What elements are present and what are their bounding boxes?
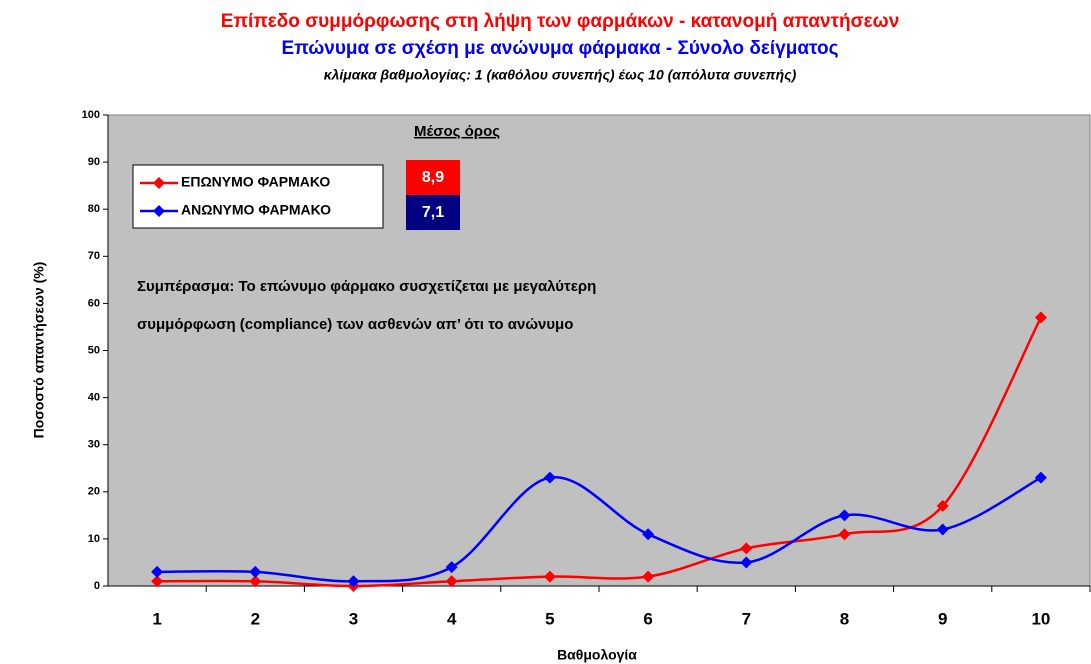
x-tick-label: 3	[349, 609, 358, 628]
mean-box	[406, 160, 460, 195]
x-axis-title: Βαθμολογία	[557, 647, 637, 663]
data-point	[543, 471, 556, 484]
annotation: συμμόρφωση (compliance) των ασθενών απ’ …	[137, 316, 573, 333]
x-tick-label: 7	[742, 609, 751, 628]
data-point	[1034, 471, 1047, 484]
legend-box	[132, 164, 384, 229]
data-point	[838, 509, 851, 522]
y-axis-title: Ποσοστό απαντήσεων (%)	[31, 262, 47, 439]
mean-label: 8,9	[422, 169, 444, 186]
y-tick-label: 50	[88, 344, 100, 356]
y-tick-label: 60	[88, 297, 100, 309]
legend-marker	[153, 205, 165, 217]
data-point	[642, 570, 655, 583]
chart-note: κλίμακα βαθμολογίας: 1 (καθόλου συνεπής)…	[324, 67, 797, 83]
data-point	[936, 499, 949, 512]
data-point	[249, 565, 262, 578]
mean-title: Μέσος όρος	[414, 123, 500, 140]
data-point	[151, 575, 164, 588]
data-point	[936, 523, 949, 536]
y-tick-label: 90	[88, 156, 100, 168]
data-point	[445, 575, 458, 588]
data-point	[347, 575, 360, 588]
data-point	[249, 575, 262, 588]
x-tick-label: 5	[545, 609, 554, 628]
legend-marker	[153, 177, 165, 189]
mean-box	[406, 195, 460, 230]
series-line	[157, 316, 1043, 588]
y-tick-label: 40	[88, 392, 100, 404]
x-tick-label: 2	[251, 609, 260, 628]
data-point	[740, 556, 753, 569]
annotation: Συμπέρασμα: Το επώνυμο φάρμακο συσχετίζε…	[137, 278, 596, 295]
x-tick-label: 10	[1031, 609, 1050, 628]
x-tick-label: 4	[447, 609, 457, 628]
data-point	[445, 561, 458, 574]
series-line	[157, 476, 1042, 583]
y-tick-label: 10	[88, 533, 100, 545]
legend-label: ΑΝΩΝΥΜΟ ΦΑΡΜΑΚΟ	[181, 202, 331, 218]
mean-label: 7,1	[422, 204, 444, 221]
data-point	[838, 528, 851, 541]
data-point	[543, 570, 556, 583]
x-tick-label: 1	[152, 609, 161, 628]
y-tick-label: 80	[88, 203, 100, 215]
chart-title: Επίπεδο συμμόρφωσης στη λήψη των φαρμάκω…	[221, 11, 900, 32]
x-tick-label: 9	[938, 609, 947, 628]
x-tick-label: 8	[840, 609, 849, 628]
y-tick-label: 100	[82, 109, 100, 121]
data-point	[642, 528, 655, 541]
y-tick-label: 70	[88, 250, 100, 262]
chart-subtitle: Επώνυμα σε σχέση με ανώνυμα φάρμακα - Σύ…	[282, 38, 839, 59]
legend-label: ΕΠΩΝΥΜΟ ΦΑΡΜΑΚΟ	[181, 174, 330, 190]
data-point	[1034, 311, 1047, 324]
x-tick-label: 6	[643, 609, 652, 628]
y-tick-label: 20	[88, 486, 100, 498]
data-point	[740, 542, 753, 555]
y-tick-label: 0	[94, 580, 100, 592]
y-tick-label: 30	[88, 439, 100, 451]
data-point	[151, 565, 164, 578]
